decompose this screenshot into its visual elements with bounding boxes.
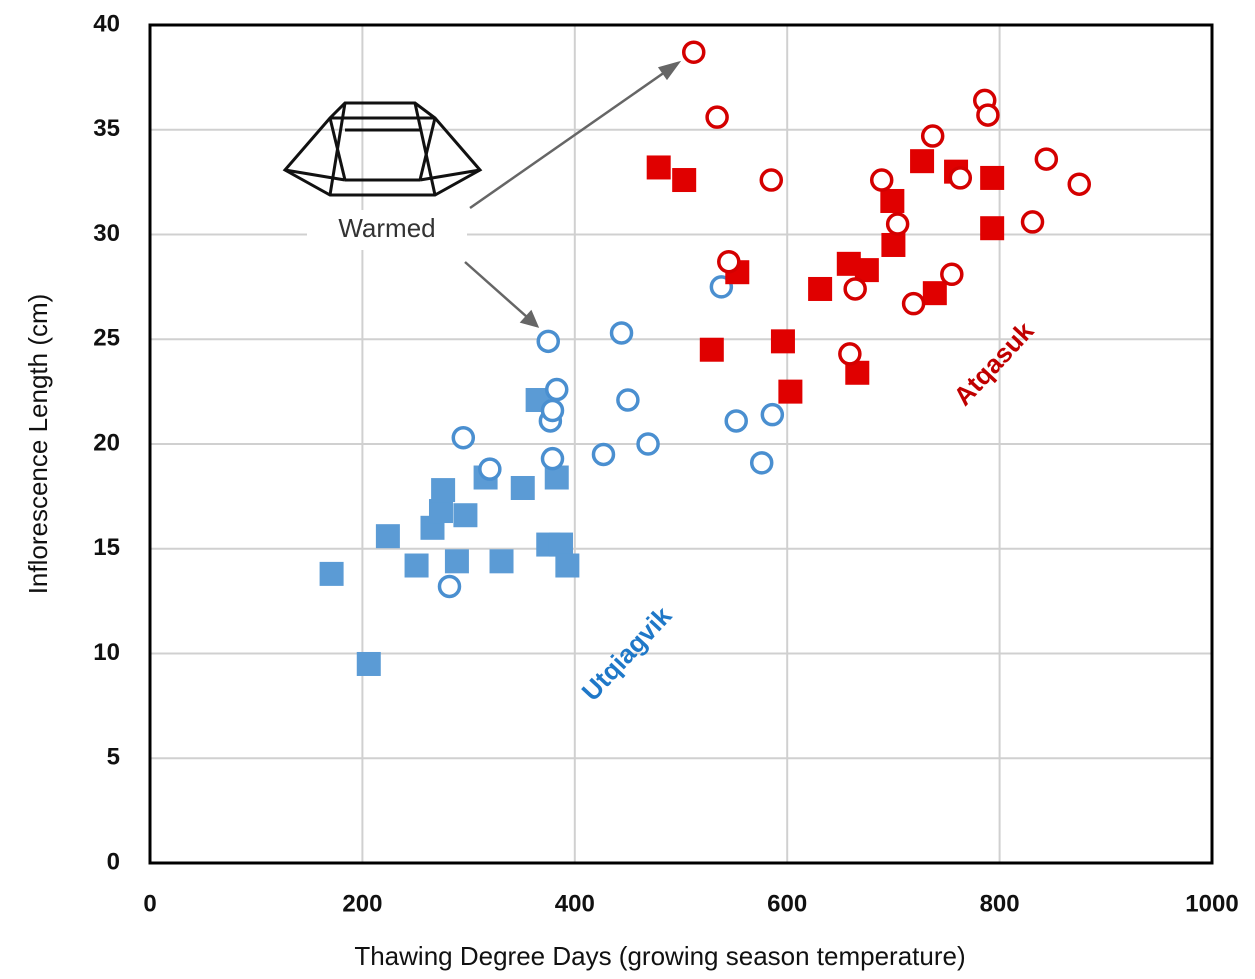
- point: [320, 562, 344, 586]
- point: [376, 524, 400, 548]
- point: [845, 279, 865, 299]
- point: [618, 390, 638, 410]
- y-tick-label: 40: [93, 10, 120, 37]
- chamber-icon: [285, 103, 480, 195]
- point: [549, 533, 573, 557]
- point: [405, 554, 429, 578]
- y-tick-label: 30: [93, 220, 120, 247]
- point: [439, 576, 459, 596]
- x-tick-label: 800: [980, 890, 1020, 917]
- point: [490, 549, 514, 573]
- point: [684, 42, 704, 62]
- point: [638, 434, 658, 454]
- point: [888, 214, 908, 234]
- point: [1036, 149, 1056, 169]
- x-tick-label: 600: [767, 890, 807, 917]
- point: [431, 478, 455, 502]
- y-tick-label: 0: [107, 848, 120, 875]
- point: [910, 149, 934, 173]
- y-tick-label: 35: [93, 115, 120, 142]
- point: [547, 380, 567, 400]
- y-tick-label: 20: [93, 429, 120, 456]
- y-tick-label: 5: [107, 744, 120, 771]
- point: [429, 499, 453, 523]
- point: [881, 233, 905, 257]
- point: [752, 453, 772, 473]
- point: [542, 449, 562, 469]
- point: [980, 216, 1004, 240]
- point: [612, 323, 632, 343]
- point: [904, 294, 924, 314]
- y-tick-label: 15: [93, 534, 120, 561]
- y-tick-label: 25: [93, 325, 120, 352]
- point: [700, 338, 724, 362]
- point: [1023, 212, 1043, 232]
- x-tick-label: 400: [555, 890, 595, 917]
- point: [1069, 174, 1089, 194]
- point: [542, 400, 562, 420]
- point: [778, 380, 802, 404]
- y-tick-label: 10: [93, 639, 120, 666]
- point: [762, 405, 782, 425]
- point: [950, 168, 970, 188]
- point: [453, 503, 477, 527]
- y-axis-label: Inflorescence Length (cm): [23, 294, 53, 595]
- point: [761, 170, 781, 190]
- point: [978, 105, 998, 125]
- chart: Thawing Degree Days (growing season temp…: [0, 0, 1255, 979]
- point: [726, 411, 746, 431]
- point: [538, 331, 558, 351]
- annotation: Atqasuk: [947, 315, 1039, 411]
- x-tick-label: 0: [143, 890, 156, 917]
- point: [923, 126, 943, 146]
- point: [480, 459, 500, 479]
- point: [880, 189, 904, 213]
- x-axis-label: Thawing Degree Days (growing season temp…: [354, 941, 965, 971]
- point: [445, 549, 469, 573]
- point: [453, 428, 473, 448]
- point: [872, 170, 892, 190]
- point: [672, 168, 696, 192]
- point: [555, 554, 579, 578]
- point: [511, 476, 535, 500]
- point: [980, 166, 1004, 190]
- point: [647, 155, 671, 179]
- annotation-arrows: [465, 63, 678, 326]
- annotation: Warmed: [338, 213, 435, 243]
- point: [808, 277, 832, 301]
- x-tick-label: 200: [342, 890, 382, 917]
- page: {"chart_data": { "type": "scatter", "x_l…: [0, 0, 1255, 979]
- point: [707, 107, 727, 127]
- point: [357, 652, 381, 676]
- point: [942, 264, 962, 284]
- point: [923, 281, 947, 305]
- point: [593, 444, 613, 464]
- point: [840, 344, 860, 364]
- point: [771, 329, 795, 353]
- x-tick-label: 1000: [1185, 890, 1238, 917]
- point: [719, 252, 739, 272]
